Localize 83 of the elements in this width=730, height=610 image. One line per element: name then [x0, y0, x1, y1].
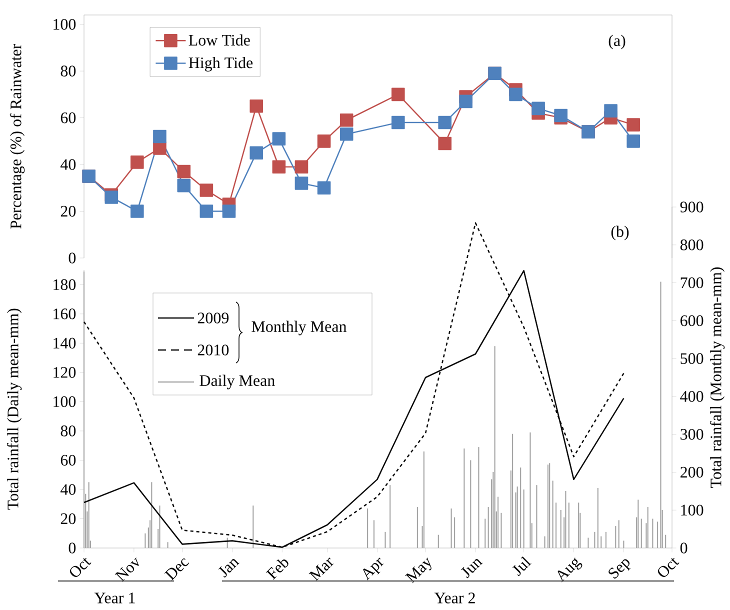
point — [509, 88, 522, 102]
legend-label: Low Tide — [188, 34, 250, 46]
y2-tick-label: 0 — [680, 542, 688, 554]
y-tick-label: 60 — [60, 454, 76, 466]
point — [177, 178, 191, 192]
y2-tick-label: 600 — [680, 315, 704, 326]
y-tick-label: 0 — [68, 542, 76, 554]
y-axis-title: Total rainfall (Daily mean-mm) — [6, 308, 22, 510]
y2-tick-label: 800 — [680, 240, 704, 250]
y-tick-label: 20 — [60, 513, 76, 524]
point — [153, 130, 166, 144]
x-tick-label: Jan — [218, 558, 240, 578]
point — [438, 116, 452, 130]
y-tick-label: 100 — [54, 18, 76, 30]
y2-tick-label: 100 — [681, 504, 704, 516]
y2-axis-title: Total rainfall (Monthly mean-mm) — [710, 267, 725, 488]
point — [340, 113, 354, 127]
legend-label: High Tide — [188, 56, 253, 72]
legend-label: 2010 — [198, 344, 229, 356]
text: Year 1 — [94, 592, 135, 604]
x-tick-label: Jul — [512, 556, 532, 576]
point — [317, 181, 331, 195]
annotation: (b) — [611, 226, 629, 240]
point — [626, 134, 640, 148]
y2-tick-label: 700 — [680, 277, 704, 288]
x-tick-label: Sep — [608, 559, 631, 579]
x-tick-label: Oct — [658, 558, 680, 577]
x-tick-label: Dec — [164, 558, 190, 581]
point — [153, 142, 166, 155]
y-tick-label: 120 — [54, 367, 76, 378]
point — [272, 132, 286, 146]
y2-tick-label: 400 — [680, 391, 704, 402]
y2-tick-label: 300 — [680, 428, 704, 440]
y-tick-label: 40 — [60, 159, 76, 170]
x-tick-label: Apr — [363, 558, 384, 580]
y-tick-label: 0 — [68, 252, 76, 264]
x-tick-label: Jun — [461, 558, 483, 578]
x-tick-label: Mar — [308, 558, 334, 582]
y-tick-label: 80 — [60, 426, 76, 436]
annotation: Monthly Mean — [252, 320, 347, 336]
point — [317, 134, 331, 148]
legend-label: 2009 — [198, 312, 229, 324]
point — [554, 108, 568, 122]
point — [200, 184, 214, 197]
x-tick-label: Feb — [266, 559, 288, 580]
y-axis-title: Percentage (%) of Rainwater — [10, 44, 25, 229]
point — [438, 136, 452, 150]
x-tick-label: Oct — [70, 558, 92, 577]
point — [130, 204, 144, 218]
x-tick-label: May — [405, 558, 432, 584]
point — [391, 88, 405, 102]
x-tick-label: Nov — [114, 558, 139, 582]
y-tick-label: 180 — [54, 279, 76, 290]
y-tick-label: 80 — [60, 66, 76, 76]
point — [459, 94, 472, 108]
point — [294, 176, 308, 190]
point — [250, 146, 264, 160]
y-tick-label: 40 — [60, 484, 76, 495]
point — [130, 156, 144, 169]
point — [340, 128, 354, 141]
annotation: (a) — [608, 34, 626, 50]
y2-tick-label: 900 — [680, 202, 704, 212]
point — [177, 164, 191, 178]
text: Year 2 — [434, 592, 475, 604]
y-tick-label: 160 — [54, 308, 76, 320]
point — [604, 104, 618, 118]
point — [294, 160, 308, 174]
point — [104, 190, 118, 204]
y-tick-label: 140 — [54, 338, 76, 349]
point — [272, 160, 286, 174]
point — [391, 116, 405, 130]
point — [222, 204, 236, 218]
y2-tick-label: 200 — [680, 466, 704, 478]
point — [250, 99, 264, 113]
y-tick-label: 60 — [60, 112, 76, 124]
y2-tick-label: 500 — [680, 353, 704, 364]
x-tick-label: Aug — [558, 558, 582, 582]
point — [200, 204, 214, 218]
legend-label: Daily Mean — [200, 374, 275, 390]
y-tick-label: 20 — [60, 206, 76, 217]
point — [532, 102, 545, 116]
point — [626, 118, 640, 132]
y-tick-label: 100 — [54, 396, 76, 408]
